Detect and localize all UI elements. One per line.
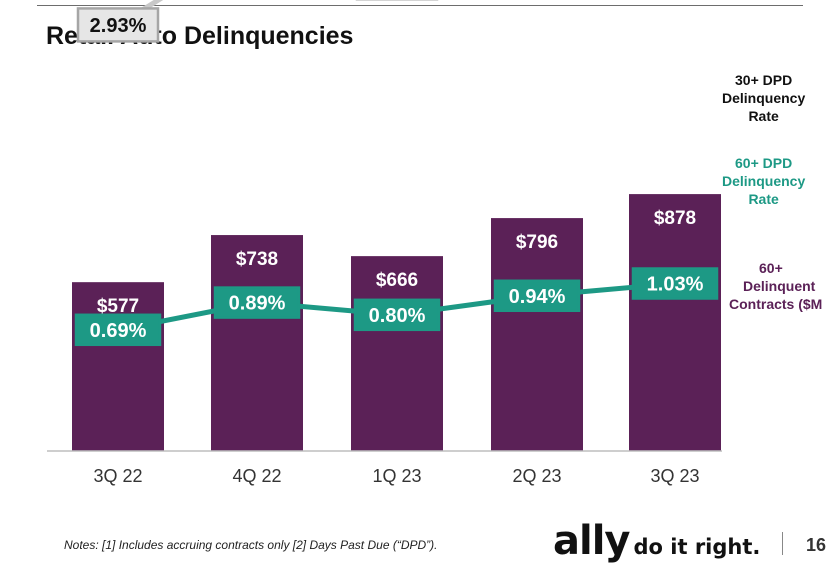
x-tick-label-4: 3Q 23	[650, 466, 699, 486]
x-tick-label-3: 2Q 23	[512, 466, 561, 486]
rate60-point-1	[213, 286, 301, 319]
legend-60dpd-rate: 60+ DPD Delinquency Rate	[722, 154, 805, 208]
legend-60-contracts: 60+ Delinquent Contracts ($M	[729, 259, 822, 313]
bar-label-2: $666	[376, 270, 418, 291]
rate30-point-0	[76, 7, 160, 43]
page-number: 16	[806, 535, 827, 555]
legend-30dpd-line-2: Delinquency	[722, 90, 806, 106]
ally-logo: ally do it right.	[553, 521, 760, 561]
rate60-label-3: 0.94%	[509, 286, 566, 308]
logo-tagline: do it right.	[633, 535, 761, 559]
rate30-line	[116, 0, 164, 28]
legend-contracts-line-1: 60+	[759, 260, 783, 276]
x-tick-label-2: 1Q 23	[372, 466, 421, 486]
bar-0	[72, 282, 164, 451]
logo-brand: ally	[553, 518, 630, 564]
top-rule	[37, 5, 803, 6]
rate30-label-0: 2.93%	[90, 15, 147, 37]
legend-30dpd-line-3: Rate	[748, 108, 779, 124]
rate60-point-2	[353, 298, 441, 332]
rate60-label-4: 1.03%	[647, 274, 704, 296]
legend-60dpd-line-3: Rate	[748, 191, 779, 207]
rate60-point-3	[493, 279, 581, 313]
bar-label-0: $577	[97, 296, 139, 317]
legend-30dpd-line-1: 30+ DPD	[735, 72, 793, 88]
delinquency-chart: $577 $738 $666 $796 $878 3Q 22 4Q 22 1Q 23 2Q 23…	[47, 0, 722, 486]
rate60-label-1: 0.89%	[229, 293, 286, 315]
bar-2	[351, 256, 443, 451]
bar-label-1: $738	[236, 249, 278, 270]
rate60-label-0: 0.69%	[90, 320, 147, 342]
bar-4	[629, 194, 721, 451]
footnote: Notes: [1] Includes accruing contracts o…	[64, 538, 438, 552]
bar-3	[491, 218, 583, 451]
legend-30dpd-rate: 30+ DPD Delinquency Rate	[722, 71, 805, 125]
bar-1	[211, 235, 303, 451]
legend-contracts-line-3: Contracts ($M	[729, 296, 823, 312]
bar-label-4: $878	[654, 208, 696, 229]
logo-separator	[782, 532, 783, 555]
rate60-point-4	[631, 267, 719, 300]
legend-60dpd-line-2: Delinquency	[722, 173, 806, 189]
rate60-point-0	[74, 313, 162, 347]
x-tick-label-0: 3Q 22	[93, 466, 142, 486]
rate60-label-2: 0.80%	[369, 305, 426, 327]
x-tick-label-1: 4Q 22	[232, 466, 281, 486]
bar-label-3: $796	[516, 232, 558, 253]
legend-60dpd-line-1: 60+ DPD	[735, 155, 793, 171]
legend-contracts-line-2: Delinquent	[743, 278, 816, 294]
